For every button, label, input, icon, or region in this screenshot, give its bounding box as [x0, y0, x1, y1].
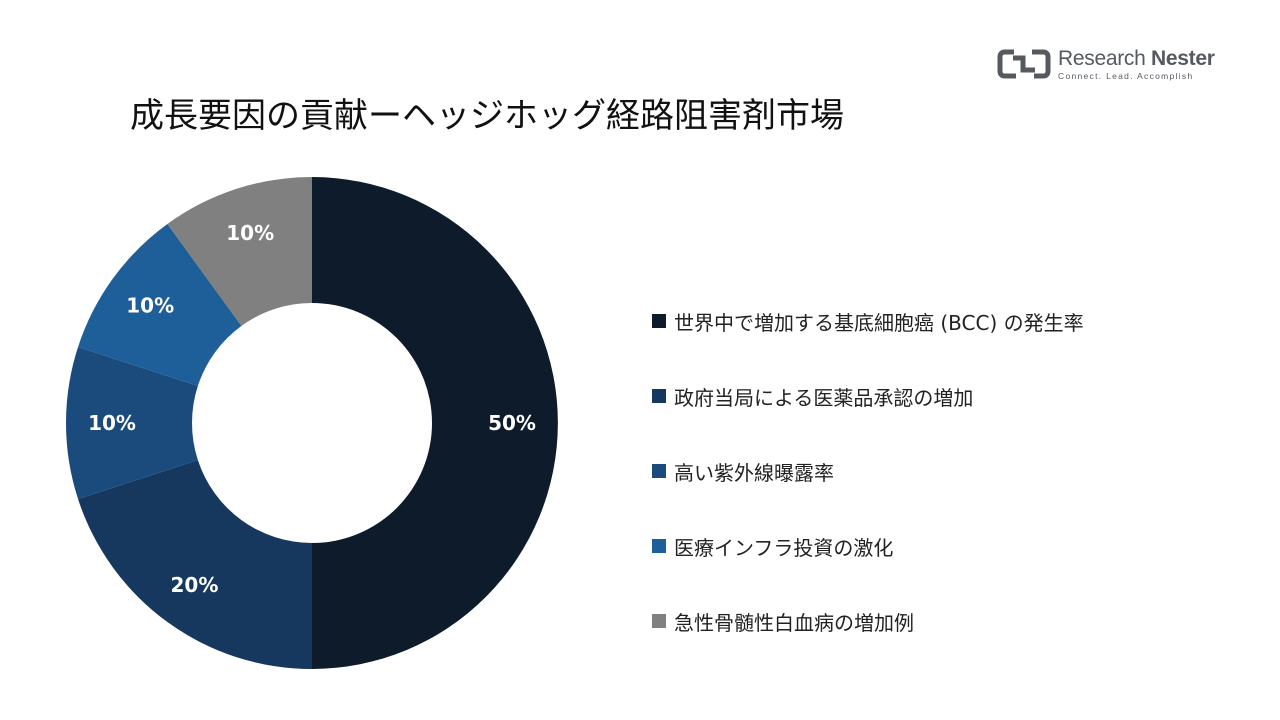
donut-slice-4: [78, 223, 242, 386]
slice-data-label-1: 50%: [488, 411, 536, 435]
legend-swatch-1: [652, 314, 666, 328]
legend-item-5: 急性骨髄性白血病の増加例: [652, 602, 1084, 640]
legend-swatch-4: [652, 539, 666, 553]
donut-slice-5: [167, 177, 312, 326]
legend-label-1: 世界中で増加する基底細胞癌 (BCC) の発生率: [674, 310, 1084, 335]
legend-swatch-2: [652, 389, 666, 403]
donut-chart: 50% 20% 10% 10% 10%: [65, 177, 558, 669]
legend-item-4: 医療インフラ投資の激化: [652, 527, 1084, 565]
page-title: 成長要因の貢献ーヘッジホッグ経路阻害剤市場: [130, 96, 844, 136]
slice-data-label-2: 20%: [171, 573, 219, 597]
logo-name: Research Nester: [1058, 46, 1215, 70]
legend-item-3: 高い紫外線曝露率: [652, 452, 1084, 490]
donut-slice-3: [65, 346, 198, 500]
donut-slice-1: [312, 177, 558, 669]
slice-data-label-4: 10%: [126, 293, 174, 317]
slice-data-label-3: 10%: [88, 411, 136, 435]
legend-label-2: 政府当局による医薬品承認の増加: [674, 385, 974, 410]
legend-label-3: 高い紫外線曝露率: [674, 460, 834, 485]
legend-swatch-3: [652, 464, 666, 478]
donut-slice-2: [78, 460, 312, 669]
research-nester-logo: Research Nester Connect. Lead. Accomplis…: [996, 46, 1215, 82]
logo-tagline: Connect. Lead. Accomplish: [1058, 70, 1194, 81]
legend-label-5: 急性骨髄性白血病の増加例: [674, 610, 914, 635]
legend-item-2: 政府当局による医薬品承認の増加: [652, 377, 1084, 415]
logo-icon: [997, 49, 1051, 79]
chart-legend: 世界中で増加する基底細胞癌 (BCC) の発生率 政府当局による医薬品承認の増加高…: [652, 302, 1084, 677]
legend-label-4: 医療インフラ投資の激化: [674, 535, 894, 560]
slice-data-label-5: 10%: [226, 221, 274, 245]
legend-item-1: 世界中で増加する基底細胞癌 (BCC) の発生率: [652, 302, 1084, 340]
legend-swatch-5: [652, 614, 666, 628]
